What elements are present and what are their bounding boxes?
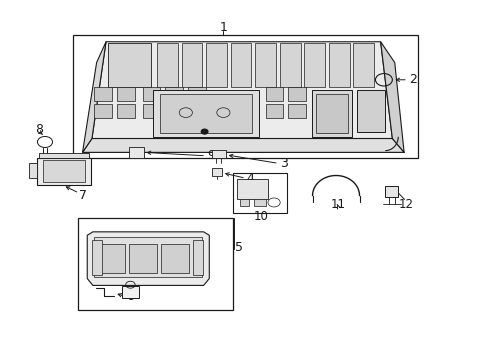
Bar [232,173,286,213]
Polygon shape [82,42,106,152]
Polygon shape [37,158,91,185]
Polygon shape [161,244,188,273]
Polygon shape [87,232,209,285]
Polygon shape [230,44,251,87]
Polygon shape [187,104,205,118]
Polygon shape [265,87,283,100]
Polygon shape [253,199,265,206]
Polygon shape [279,44,300,87]
Circle shape [201,129,207,134]
Polygon shape [239,199,249,206]
Polygon shape [92,240,102,275]
Text: 8: 8 [35,123,42,136]
Polygon shape [356,90,385,132]
Polygon shape [160,94,251,133]
Polygon shape [92,42,391,139]
Text: 4: 4 [246,172,254,185]
Polygon shape [82,139,403,152]
Text: 12: 12 [398,198,413,211]
Text: 7: 7 [79,189,87,202]
Polygon shape [206,44,226,87]
Polygon shape [129,147,143,158]
Polygon shape [311,90,352,137]
Polygon shape [211,150,225,158]
Text: 10: 10 [253,210,268,224]
Text: 3: 3 [279,157,287,170]
Polygon shape [287,87,305,100]
Polygon shape [117,104,134,118]
Polygon shape [187,87,205,100]
Polygon shape [211,168,222,176]
Polygon shape [287,104,305,118]
Polygon shape [129,244,156,273]
Polygon shape [117,87,134,100]
Polygon shape [265,104,283,118]
Polygon shape [28,163,37,178]
Polygon shape [39,153,88,158]
Text: 9: 9 [206,149,214,162]
Polygon shape [165,87,183,100]
Polygon shape [353,44,373,87]
Polygon shape [82,139,403,152]
Text: 6: 6 [126,290,134,303]
Polygon shape [108,44,150,87]
Polygon shape [165,104,183,118]
Polygon shape [42,160,85,183]
Text: 1: 1 [219,22,227,35]
Polygon shape [255,44,275,87]
Text: 5: 5 [235,241,243,254]
Polygon shape [237,179,267,199]
Polygon shape [142,104,160,118]
Polygon shape [316,94,347,133]
Polygon shape [121,286,139,298]
Bar [73,35,417,158]
Polygon shape [328,44,349,87]
Polygon shape [192,240,203,275]
Bar [78,218,232,310]
Polygon shape [153,90,258,137]
Polygon shape [182,44,202,87]
Polygon shape [94,237,202,277]
Text: 11: 11 [330,198,345,211]
Text: 2: 2 [408,73,416,86]
Polygon shape [385,186,398,197]
Polygon shape [380,42,403,152]
Polygon shape [304,44,325,87]
Polygon shape [142,87,160,100]
Polygon shape [94,104,112,118]
Polygon shape [94,87,112,100]
Polygon shape [98,244,124,273]
Polygon shape [157,44,178,87]
